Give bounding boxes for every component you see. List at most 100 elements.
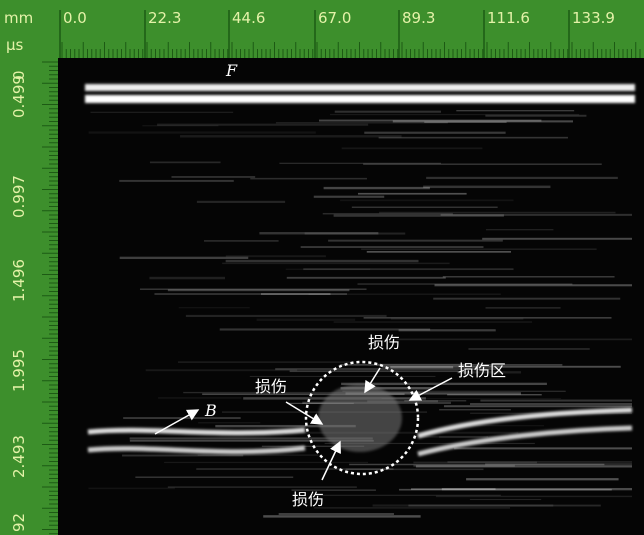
noise-line (482, 238, 632, 240)
noise-line (171, 176, 255, 178)
y-ruler-label: 0.997 (10, 175, 28, 218)
damage-zone-label: 损伤区 (458, 361, 506, 380)
scan-view: F B 损伤 损伤 损伤 损伤区 0.0 22.3 44.6 67.0 89.3 111.… (0, 0, 644, 535)
y-ruler-label: 1.496 (10, 259, 28, 302)
noise-line (341, 383, 547, 385)
noise-line (287, 277, 446, 279)
noise-line (276, 122, 448, 123)
x-ruler-label: 67.0 (318, 9, 351, 27)
noise-line (314, 507, 510, 508)
noise-line (426, 177, 618, 179)
noise-line (364, 132, 505, 134)
noise-line (179, 307, 250, 308)
noise-line (454, 447, 632, 449)
noise-line (480, 400, 632, 402)
noise-line (466, 478, 618, 480)
noise-line (309, 294, 501, 295)
noise-line (90, 112, 233, 113)
noise-line (279, 513, 394, 515)
noise-line (263, 515, 420, 517)
noise-line (373, 504, 554, 506)
noise-line (164, 462, 368, 463)
noise-line (439, 409, 511, 410)
noise-line (204, 240, 279, 242)
noise-line (470, 499, 541, 500)
noise-line (301, 246, 484, 247)
x-ruler-label: 44.6 (232, 9, 265, 27)
noise-line (447, 394, 542, 395)
y-ruler-label: 92 (10, 513, 28, 532)
y-ruler-label: 2.493 (10, 435, 28, 478)
x-unit: mm (4, 9, 33, 27)
noise-line (456, 110, 574, 111)
noise-line (486, 307, 561, 309)
noise-line (303, 268, 513, 270)
noise-line (285, 432, 518, 434)
noise-line (328, 240, 503, 242)
y-ruler-label: 1.995 (10, 349, 28, 392)
noise-line (443, 276, 615, 278)
noise-line (470, 403, 632, 405)
noise-line (358, 193, 467, 195)
damage-label: 损伤 (292, 490, 324, 509)
noise-line (178, 361, 354, 362)
noise-line (334, 321, 532, 323)
noise-line (361, 249, 596, 250)
noise-line (352, 207, 498, 208)
noise-line (367, 251, 511, 253)
noise-line (197, 201, 285, 203)
noise-line (220, 328, 430, 330)
x-ruler-label: 0.0 (63, 9, 87, 27)
damage-label: 损伤 (368, 333, 400, 352)
noise-line (324, 187, 430, 189)
x-ruler-label: 111.6 (487, 9, 530, 27)
noise-line (198, 422, 260, 423)
noise-line (168, 487, 357, 488)
noise-line (379, 212, 615, 214)
noise-line (180, 135, 402, 137)
noise-line (346, 469, 484, 471)
noise-line (420, 436, 489, 437)
x-ruler-label: 89.3 (402, 9, 435, 27)
noise-line (349, 464, 604, 465)
noise-line (319, 120, 541, 122)
noise-line (222, 263, 449, 264)
damage-label: 损伤 (255, 377, 287, 396)
noise-line (335, 111, 441, 113)
noise-line (146, 369, 297, 371)
y-unit: µs (6, 36, 24, 54)
noise-line (135, 477, 293, 478)
noise-line (186, 315, 387, 317)
noise-line (423, 186, 550, 188)
noise-line (391, 318, 523, 320)
back-label: B (204, 401, 217, 420)
noise-line (250, 178, 367, 180)
noise-line (334, 214, 504, 216)
noise-line (89, 488, 175, 490)
noise-line (340, 200, 513, 202)
front-label: F (225, 61, 238, 80)
noise-line (305, 233, 406, 235)
noise-line (290, 370, 459, 372)
noise-line (150, 162, 221, 164)
noise-line (342, 147, 483, 149)
noise-line (469, 425, 544, 426)
noise-line (226, 255, 326, 257)
noise-line (468, 348, 589, 349)
noise-line (444, 405, 632, 407)
x-ruler-label: 133.9 (572, 9, 615, 27)
x-ruler-label: 22.3 (148, 9, 181, 27)
noise-line (433, 298, 620, 300)
noise-line (316, 495, 500, 496)
noise-line (279, 163, 441, 164)
noise-line (390, 366, 453, 368)
noise-line (157, 124, 368, 126)
noise-line (314, 196, 384, 198)
noise-line (485, 115, 586, 117)
noise-line (226, 260, 419, 262)
noise-line (397, 339, 632, 341)
noise-line (486, 229, 553, 230)
noise-line (404, 400, 466, 401)
noise-line (399, 489, 612, 491)
noise-line (149, 277, 225, 279)
